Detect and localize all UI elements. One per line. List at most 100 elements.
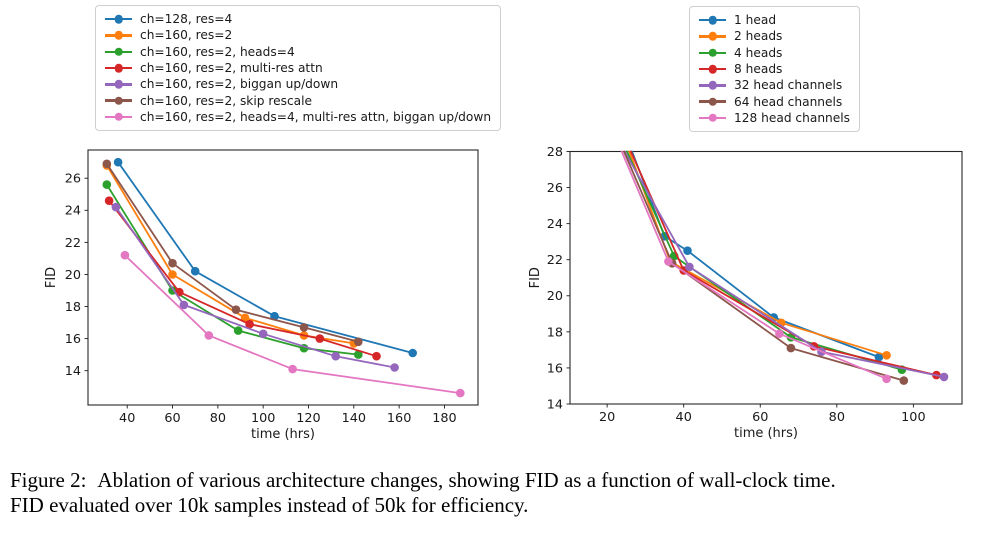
data-point-marker [683, 246, 692, 255]
series-line [117, 161, 414, 354]
legend-marker-dot [114, 96, 123, 105]
series-line [105, 164, 355, 345]
chart-left-fid-vs-time: 40 60 80 100 120 140 160 180 14 16 18 20 22 24 26 time … [0, 140, 505, 450]
data-point-marker [685, 262, 694, 272]
legend-item-label: ch=160, res=2, heads=4 [140, 44, 295, 59]
series-line [623, 150, 945, 378]
legend-item: ch=160, res=2, heads=4, multi-res attn, … [105, 109, 491, 125]
y-tick-label: 24 [547, 217, 563, 232]
legend-item: 2 heads [699, 28, 850, 44]
data-point-marker [882, 351, 891, 360]
legend-marker-dot [708, 113, 717, 123]
legend-item-label: 128 head channels [734, 110, 851, 125]
data-point-marker [390, 363, 399, 372]
x-tick-label: 180 [432, 411, 456, 426]
legend-marker-dot [114, 47, 123, 56]
data-point-marker [120, 250, 130, 260]
legend-item-label: 64 head channels [734, 94, 843, 109]
data-point-marker [372, 351, 381, 361]
x-tick-label: 40 [676, 410, 692, 425]
legend-line-sample [105, 63, 132, 73]
legend-item-label: 8 heads [734, 62, 783, 77]
data-point-marker [245, 319, 254, 329]
y-tick-label: 26 [65, 172, 81, 187]
legend-line-sample [105, 112, 132, 122]
legend-item-label: ch=160, res=2, heads=4, multi-res attn, … [140, 109, 492, 124]
data-point-marker [299, 323, 309, 332]
x-tick-label: 120 [296, 411, 320, 426]
y-tick-label: 16 [547, 361, 563, 376]
x-tick-label: 100 [251, 411, 275, 426]
legend-item: 64 head channels [699, 93, 850, 109]
legend-marker-dot [114, 63, 123, 73]
data-point-marker [190, 266, 200, 276]
data-point-marker [899, 376, 909, 385]
data-point-marker [113, 157, 123, 167]
caption-line-1: Figure 2: Ablation of various architectur… [10, 468, 1005, 493]
x-tick-label: 20 [599, 410, 615, 425]
legend-item-label: ch=160, res=2, skip rescale [140, 93, 312, 108]
chart-right-fid-vs-time: 20 40 60 80 100 14 16 18 20 22 24 26 28 time (hrs) FID [505, 140, 1007, 450]
caption-line-2: FID evaluated over 10k samples instead o… [10, 493, 1005, 518]
data-point-marker [408, 348, 418, 358]
legend-marker-dot [708, 48, 717, 57]
data-point-marker [664, 257, 673, 266]
x-tick-label: 80 [210, 411, 226, 426]
y-tick-label: 24 [65, 204, 81, 219]
legend-line-sample [699, 15, 726, 25]
legend-marker-dot [114, 31, 123, 40]
data-point-marker [104, 196, 114, 205]
x-tick-label: 140 [342, 411, 366, 426]
caption-text-1: Ablation of various architecture changes… [97, 468, 836, 492]
legend-marker-dot [114, 14, 123, 24]
legend-item-label: ch=128, res=4 [140, 12, 233, 27]
x-tick-label: 40 [119, 411, 135, 426]
legend-marker-dot [114, 80, 123, 89]
data-point-marker [882, 374, 891, 384]
series-line [620, 150, 888, 380]
legend-item-label: 4 heads [734, 45, 783, 60]
data-point-marker [939, 372, 949, 382]
caption-figure-label: Figure 2: [10, 468, 87, 492]
data-point-marker [258, 329, 268, 339]
legend-item: ch=160, res=2, skip rescale [105, 92, 491, 108]
plot-frame [569, 150, 963, 405]
legend-line-sample [105, 47, 132, 56]
chart-canvas: 20 40 60 80 100 14 16 18 20 22 24 26 28 time (hrs) FID [528, 145, 963, 441]
x-tick-label: 60 [752, 410, 768, 425]
y-tick-label: 22 [65, 236, 81, 251]
legend-item: 32 head channels [699, 77, 850, 93]
data-point-marker [204, 331, 214, 340]
y-axis-label: FID [44, 267, 59, 288]
legend-item: ch=160, res=2 [105, 27, 491, 43]
data-point-marker [168, 258, 177, 268]
legend-item: ch=160, res=2, biggan up/down [105, 76, 491, 92]
legend-item-label: 2 heads [734, 29, 783, 44]
legend-line-sample [105, 80, 132, 89]
legend-item-label: ch=160, res=2, biggan up/down [140, 77, 339, 92]
data-point-marker [354, 350, 363, 359]
data-point-marker [240, 313, 250, 323]
x-tick-label: 100 [901, 410, 925, 425]
x-axis-label: time (hrs) [734, 426, 798, 441]
legend-right-chart: 1 head 2 heads 4 heads 8 heads 32 head chann… [689, 6, 861, 133]
y-tick-label: 18 [65, 300, 81, 315]
legend-marker-dot [708, 15, 717, 25]
y-tick-label: 20 [547, 289, 563, 304]
data-point-marker [331, 351, 341, 361]
chart-canvas: 40 60 80 100 120 140 160 180 14 16 18 20 22 24 26 time … [44, 149, 479, 442]
series-line [124, 254, 462, 395]
legend-line-sample [105, 31, 132, 40]
legend-item: ch=128, res=4 [105, 11, 491, 27]
legend-item: 8 heads [699, 61, 850, 77]
data-point-marker [111, 202, 121, 212]
legend-item: 1 head [699, 12, 850, 28]
y-tick-label: 14 [547, 397, 563, 412]
data-point-marker [233, 326, 243, 335]
y-tick-label: 22 [547, 253, 563, 268]
legend-item: ch=160, res=2, heads=4 [105, 44, 491, 60]
data-point-marker [102, 159, 112, 169]
legend-left-chart: ch=128, res=4 ch=160, res=2 ch=160, res=2,… [95, 5, 502, 132]
x-tick-label: 80 [829, 410, 845, 425]
data-point-marker [874, 352, 884, 362]
